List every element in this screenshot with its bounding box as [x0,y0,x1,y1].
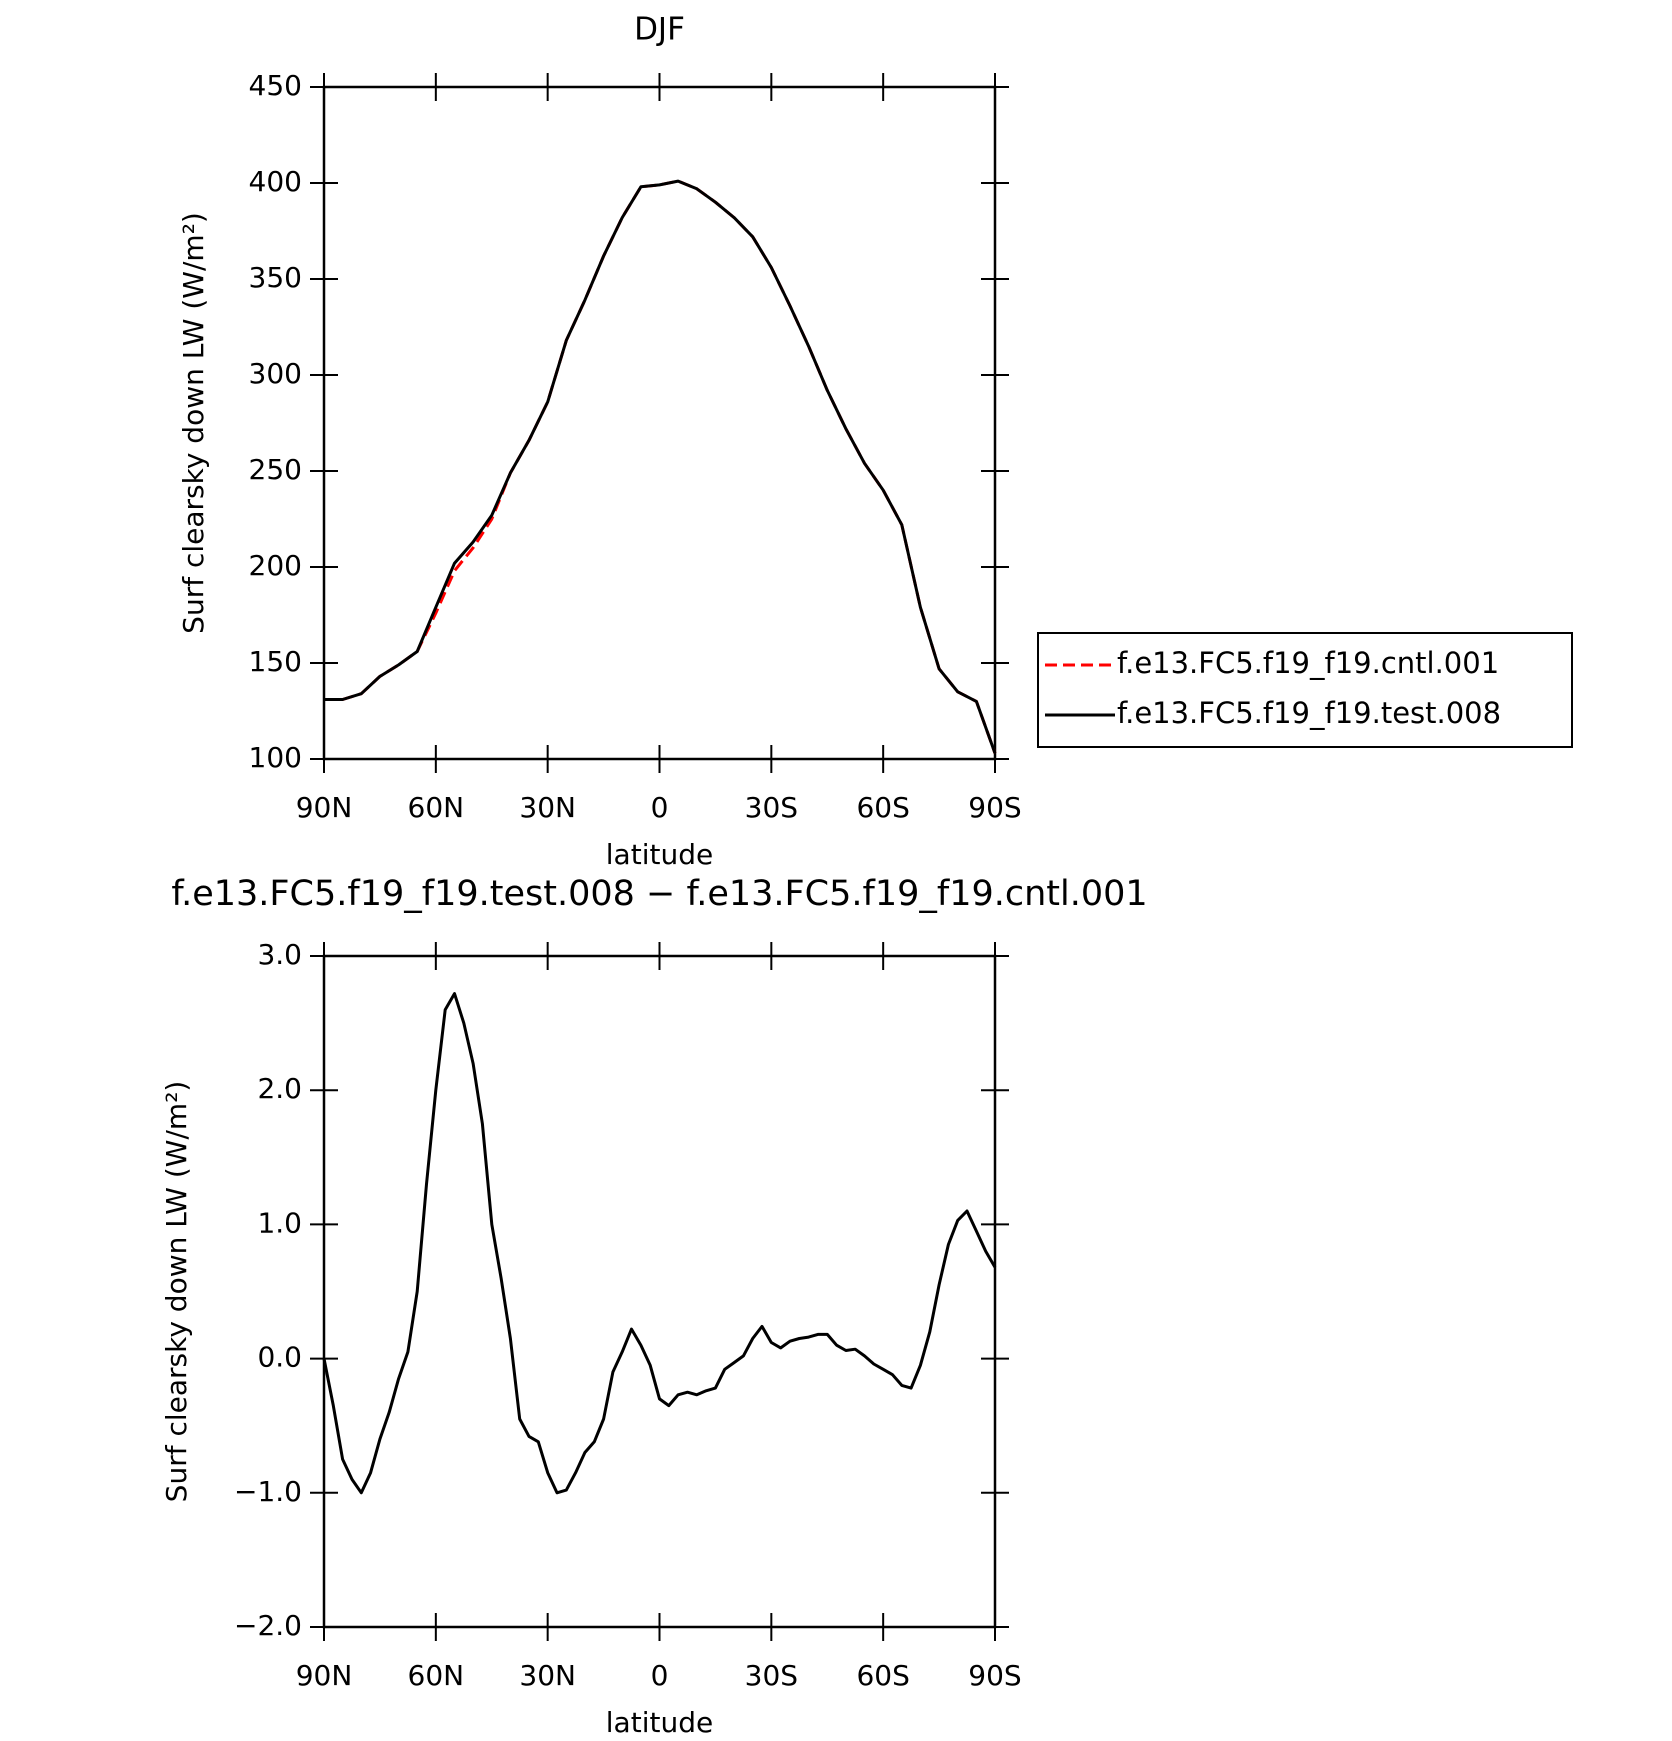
x-tick-label: 90S [968,791,1021,824]
y-tick-label: 250 [249,453,302,486]
y-tick-label: 400 [249,165,302,198]
y-tick-label: 0.0 [257,1341,302,1374]
data-line [322,992,997,1495]
y-tick-label: 300 [249,357,302,390]
y-tick-label: 200 [249,549,302,582]
y-tick-label: 100 [249,741,302,774]
x-tick-label: 60S [856,791,909,824]
y-tick-label: 3.0 [257,938,302,971]
x-tick-label: 90S [968,1659,1021,1692]
data-line [324,179,997,754]
x-tick-label: 90N [296,1659,353,1692]
y-axis-label: Surf clearsky down LW (W/m²) [160,1081,193,1503]
x-axis-label: latitude [606,1706,713,1739]
x-tick-label: 0 [651,791,669,824]
x-tick-label: 0 [651,1659,669,1692]
chart-title: DJF [634,12,685,48]
chart-title: f.e13.FC5.f19_f19.test.008 − f.e13.FC5.f… [171,874,1147,914]
y-tick-label: 150 [249,645,302,678]
x-tick-label: 30S [745,1659,798,1692]
x-tick-label: 30S [745,791,798,824]
plot-frame [322,954,997,1629]
x-tick-label: 30N [519,1659,576,1692]
y-axis-label: Surf clearsky down LW (W/m²) [177,212,210,634]
x-tick-label: 60N [408,791,465,824]
plot-frame [322,85,997,761]
y-tick-label: 2.0 [257,1072,302,1105]
y-tick-label: 1.0 [257,1206,302,1239]
x-tick-label: 90N [296,791,353,824]
legend-label: f.e13.FC5.f19_f19.cntl.001 [1117,646,1499,680]
x-tick-label: 60S [856,1659,909,1692]
y-tick-label: −1.0 [234,1475,302,1508]
x-tick-label: 30N [519,791,576,824]
data-line [324,179,997,754]
legend-box [1037,632,1573,748]
legend-label: f.e13.FC5.f19_f19.test.008 [1117,696,1501,730]
x-tick-label: 60N [408,1659,465,1692]
y-tick-label: 450 [249,69,302,102]
y-tick-label: 350 [249,261,302,294]
y-tick-label: −2.0 [234,1609,302,1642]
x-axis-label: latitude [606,838,713,871]
